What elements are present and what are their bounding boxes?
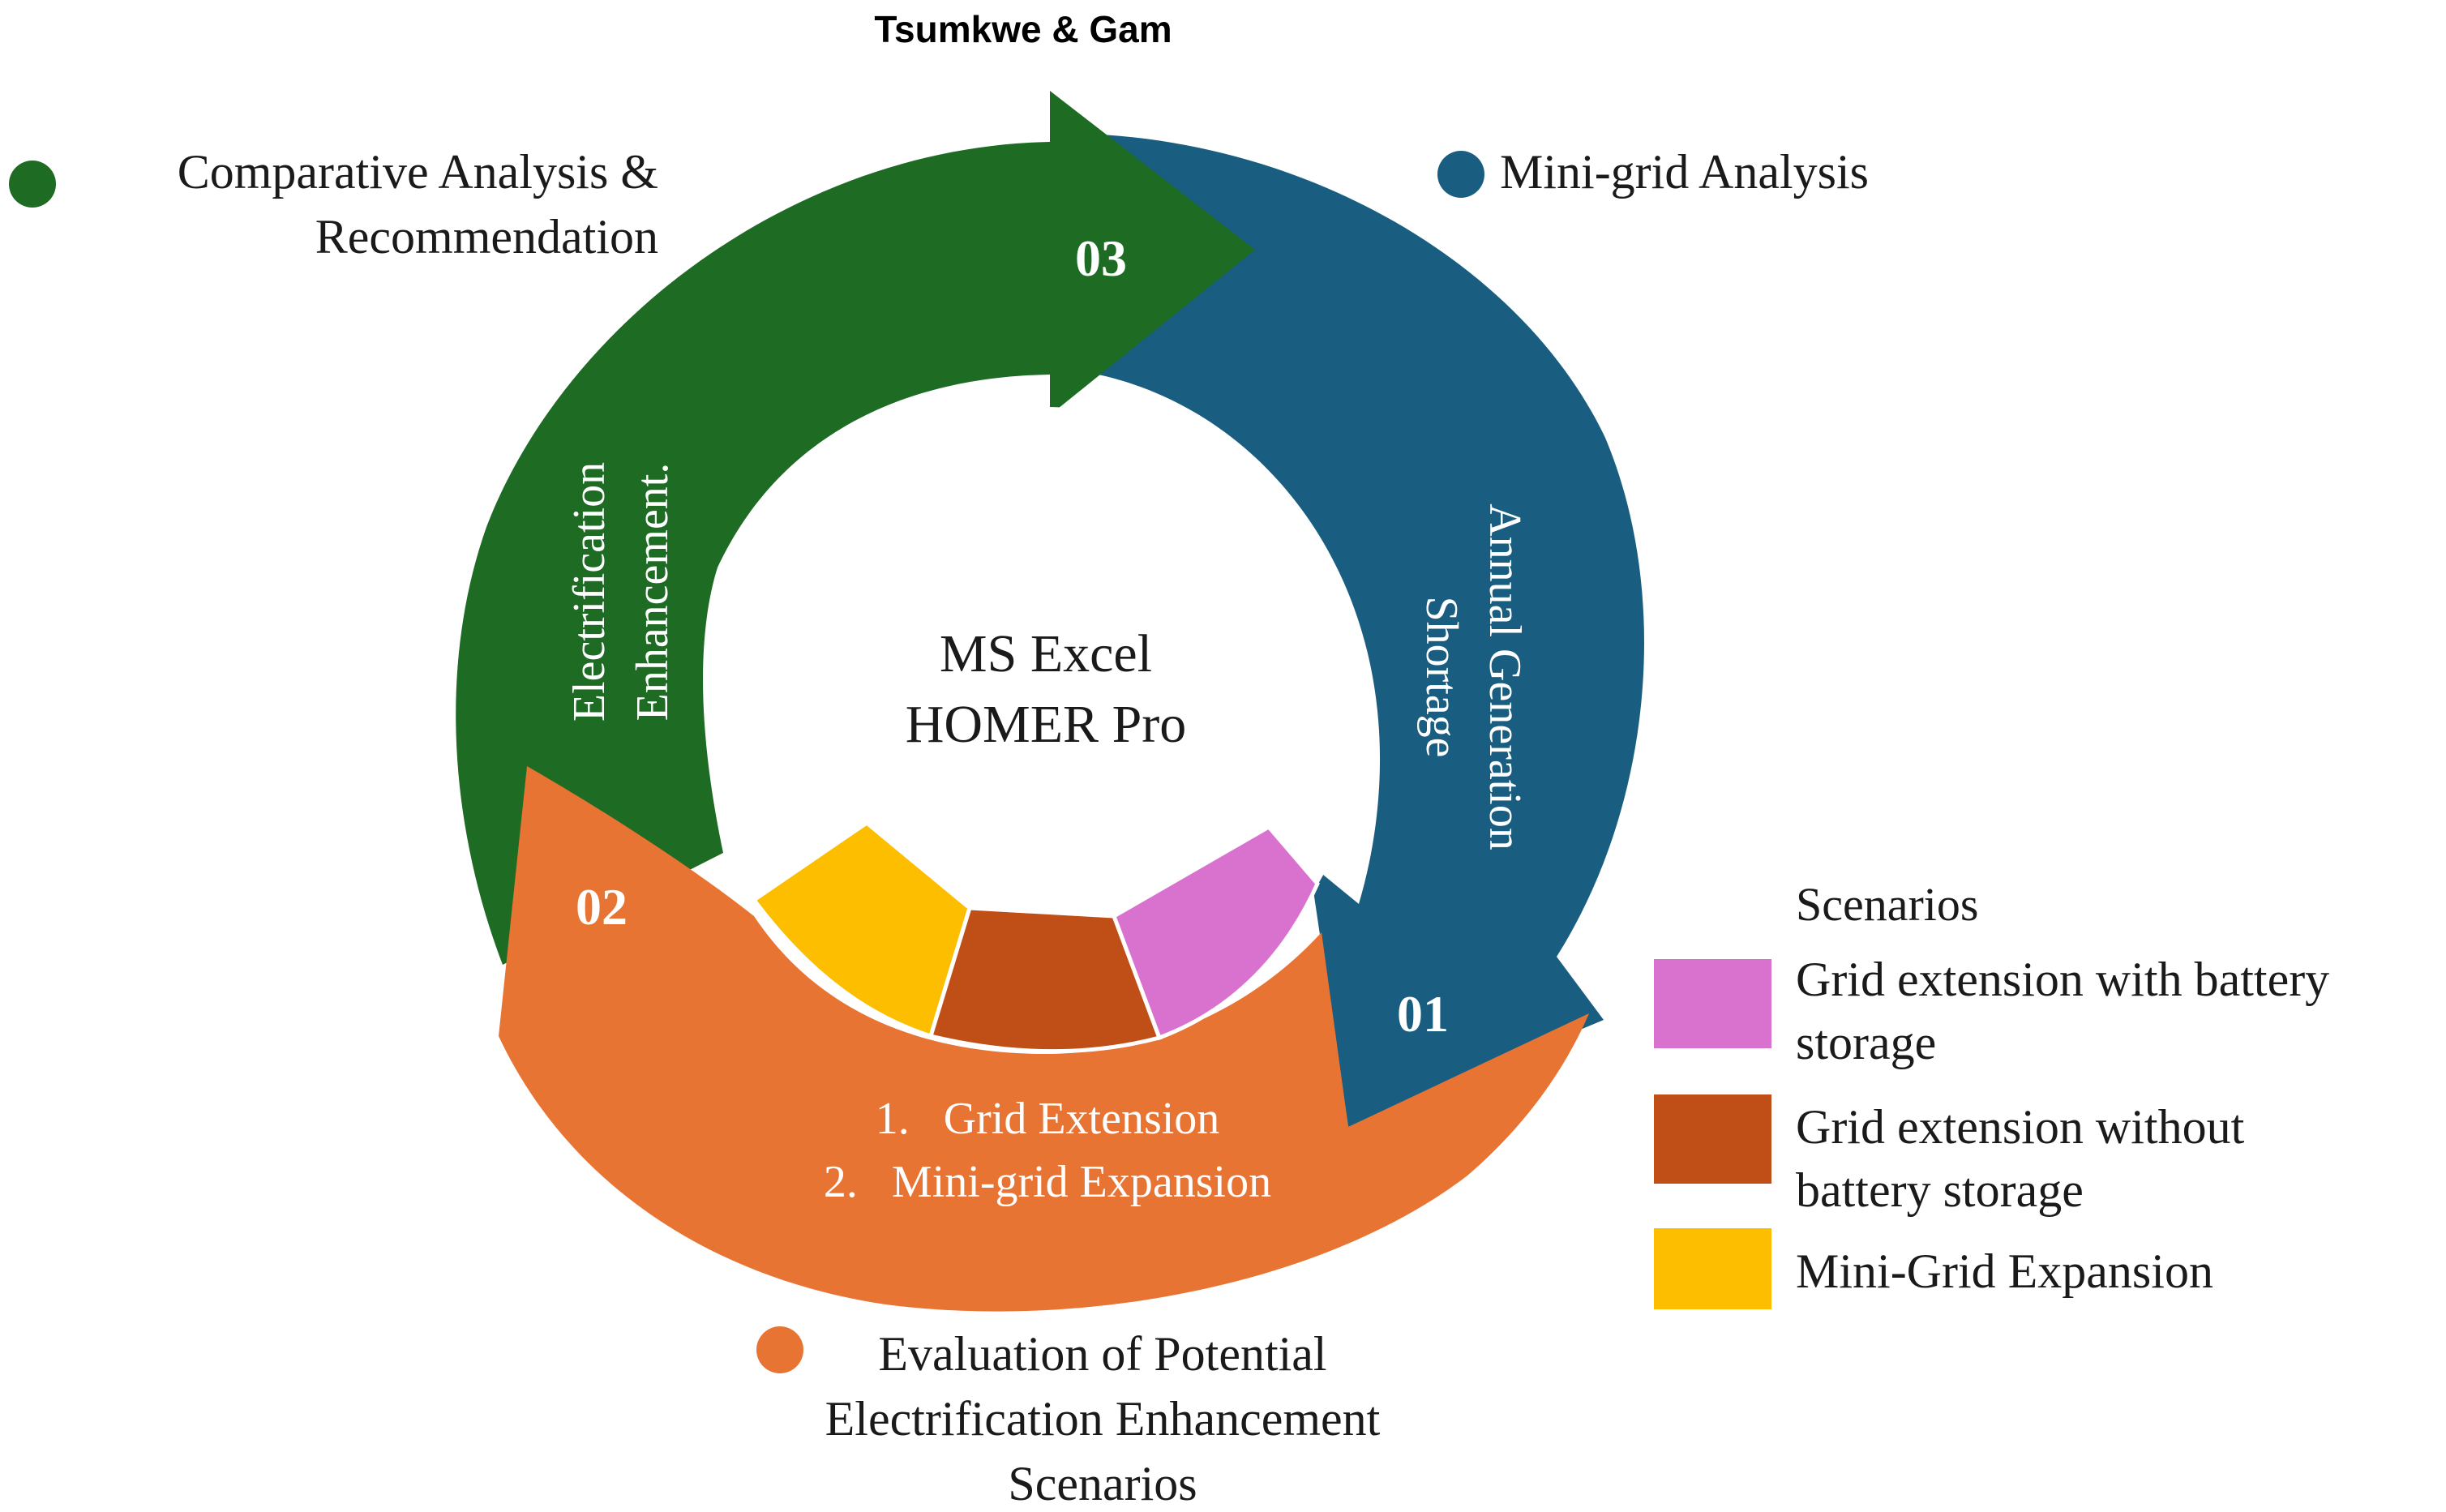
stage-02-label-line-2: Electrification Enhancement [825,1392,1381,1446]
stage-03-number: 03 [1075,229,1127,287]
stage-01-label-dot [1437,151,1484,198]
stage-03-label-dot [9,161,56,208]
stage-01-label-line-1: Mini-grid Analysis [1500,145,1869,199]
stage-03-arc-text-line-2: Enhancement. [628,463,678,722]
legend-label-mini-grid-expansion-line-1: Mini-Grid Expansion [1796,1244,2213,1298]
stage-01-arrow [1084,134,1644,1127]
diagram-title: Tsumkwe & Gam [874,8,1172,50]
stage-02-arc-text-line-1: 1. Grid Extension [876,1094,1220,1144]
stage-02-label-line-1: Evaluation of Potential [878,1327,1326,1381]
stage-01-arc-text-line-1: Annual Generation [1480,503,1530,850]
stage-02-number: 02 [576,878,628,936]
stage-02-arc-text-line-2: 2. Mini-grid Expansion [824,1157,1271,1207]
stage-03-arrow [456,91,1255,965]
stage-03-label-line-2: Recommendation [315,210,658,263]
stage-03-label-line-1: Comparative Analysis & [178,145,658,199]
stage-03-arc-text-line-1: Electrification [564,462,615,722]
legend-swatch-grid-extension-without-battery [1654,1094,1771,1184]
stage-01-number: 01 [1397,985,1449,1043]
segment-grid-extension-with-battery [1111,824,1320,1041]
legend-label-grid-extension-without-battery-line-2: battery storage [1796,1163,2084,1217]
legend-title: Scenarios [1796,878,1979,931]
center-text-line-1: MS Excel [940,624,1152,683]
stage-02-label-dot [756,1326,803,1373]
stage-01-arc-text-line-2: Shortage [1416,596,1467,757]
legend-label-grid-extension-without-battery-line-1: Grid extension without [1796,1100,2245,1154]
stage-02-label-line-3: Scenarios [1008,1457,1197,1508]
legend-swatch-grid-extension-with-battery [1654,959,1771,1048]
legend-label-grid-extension-with-battery-line-1: Grid extension with battery [1796,953,2329,1006]
center-text-line-2: HOMER Pro [906,695,1187,754]
stage-02-arrow [499,766,1589,1312]
legend-swatch-mini-grid-expansion [1654,1228,1771,1309]
segment-grid-extension-without-battery [927,906,1163,1054]
legend-label-grid-extension-with-battery-line-2: storage [1796,1016,1936,1069]
segment-mini-grid-expansion [751,820,972,1039]
